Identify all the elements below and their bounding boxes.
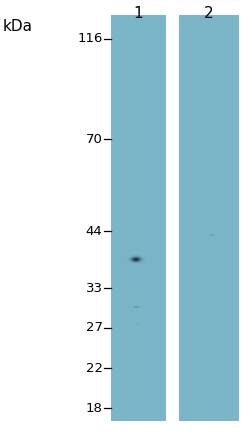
Text: 44: 44: [86, 225, 103, 238]
Text: 2: 2: [204, 6, 214, 22]
Text: kDa: kDa: [2, 19, 32, 35]
Bar: [111, 15, 166, 421]
Text: 27: 27: [86, 321, 103, 334]
Bar: [179, 15, 239, 421]
Text: 116: 116: [77, 32, 103, 45]
Text: 18: 18: [86, 402, 103, 415]
Text: 70: 70: [86, 133, 103, 146]
Text: 33: 33: [86, 282, 103, 295]
Text: 1: 1: [134, 6, 143, 22]
Text: 22: 22: [86, 362, 103, 375]
